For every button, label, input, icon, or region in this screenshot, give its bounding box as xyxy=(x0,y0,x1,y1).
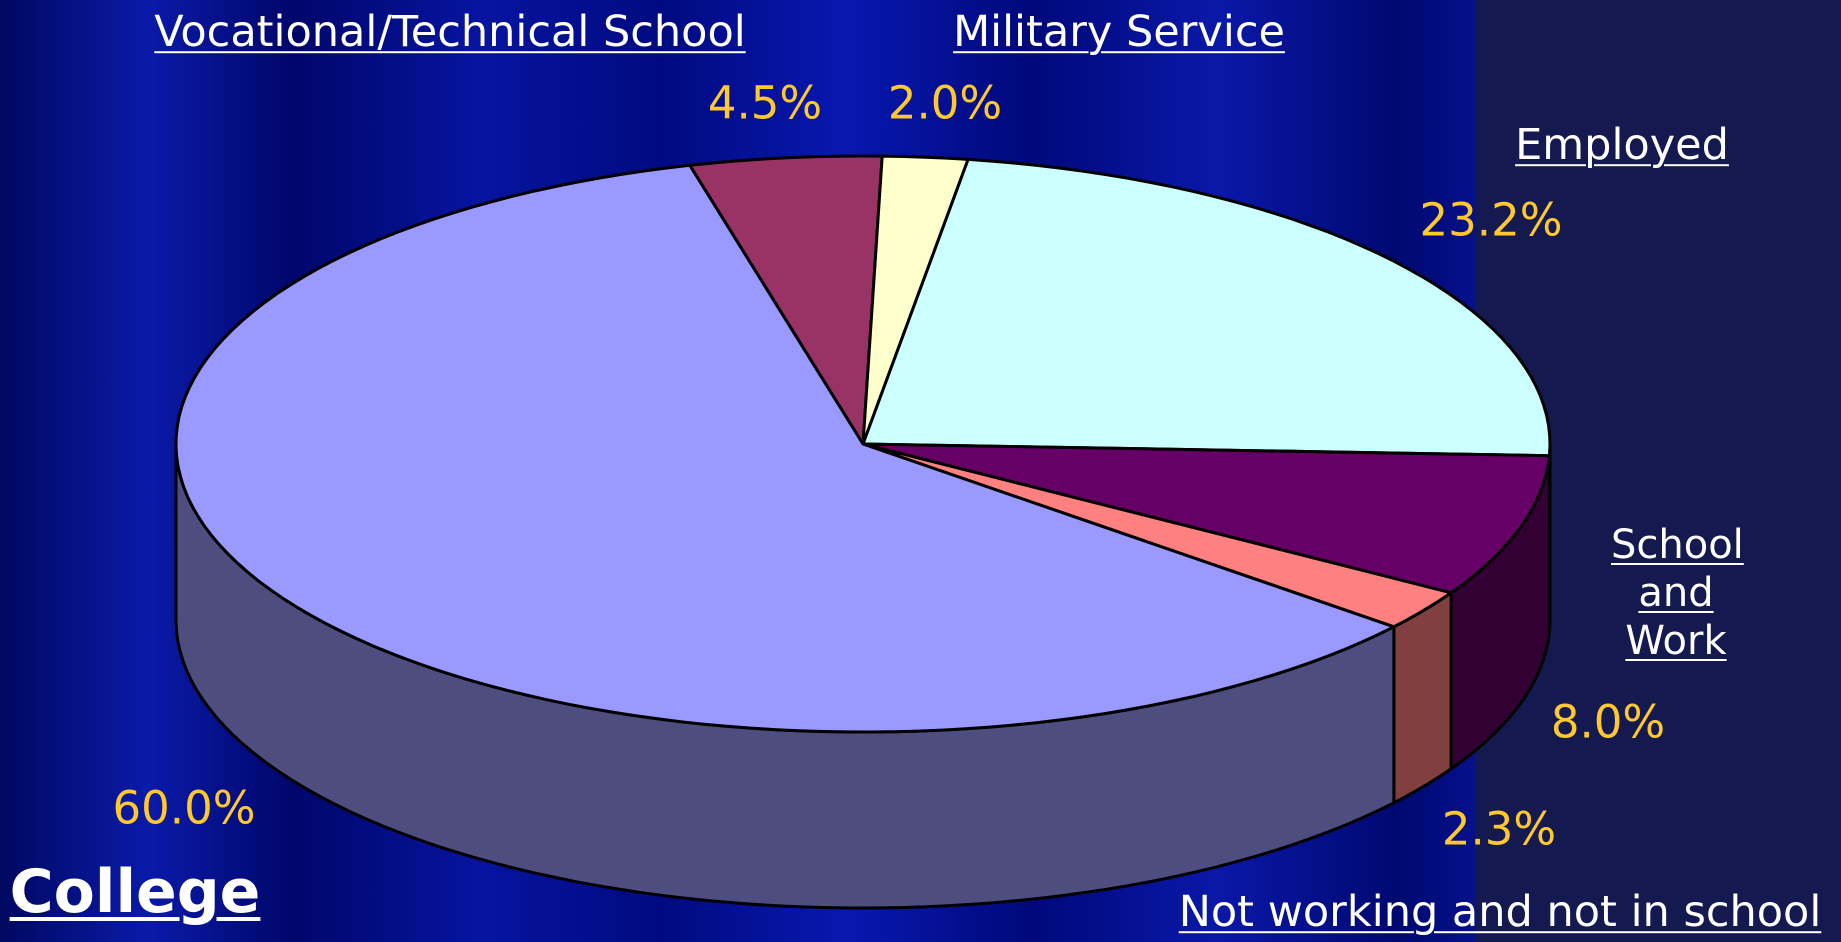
slice-side xyxy=(1392,591,1453,805)
category-label: Military Service xyxy=(953,7,1285,58)
value-label: 4.5% xyxy=(707,76,823,130)
value-label: 23.2% xyxy=(1419,193,1563,247)
value-label: 2.0% xyxy=(887,76,1003,130)
category-label: College xyxy=(9,857,261,927)
category-label: Vocational/Technical School xyxy=(154,7,746,58)
slice xyxy=(861,442,1453,629)
slice xyxy=(688,154,884,446)
slice xyxy=(861,157,1552,458)
category-label: Employed xyxy=(1515,120,1729,171)
value-label: 2.3% xyxy=(1441,802,1557,856)
value-label: 8.0% xyxy=(1550,695,1666,749)
category-label: Not working and not in school xyxy=(1178,887,1822,938)
category-label: School and Work xyxy=(1611,522,1744,664)
slice xyxy=(861,442,1551,595)
value-label: 60.0% xyxy=(112,781,256,835)
slice xyxy=(174,163,1396,734)
